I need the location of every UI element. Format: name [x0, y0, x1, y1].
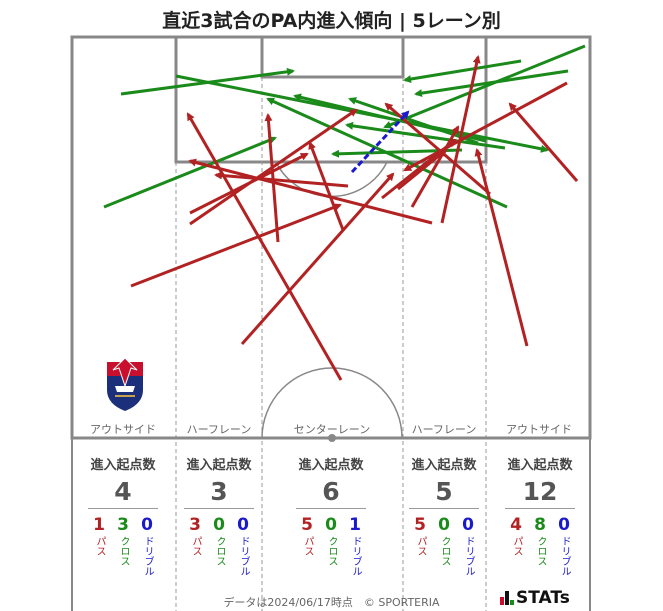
lane-breakdown: 4 パス 8 クロス 0 ドリブル — [485, 515, 595, 576]
pass-label: パス — [190, 536, 201, 556]
lane-stat-divider — [296, 508, 366, 509]
entry-arrows — [103, 44, 586, 381]
lane-stat-total: 4 — [114, 477, 132, 506]
pass-arrow — [186, 112, 343, 381]
dribble-count: 0 — [558, 515, 570, 535]
lane-stat-header: 進入起点数 — [186, 458, 252, 473]
center-circle — [261, 367, 403, 439]
pass-arrow — [188, 158, 433, 225]
dribble-label: ドリブル — [463, 536, 474, 576]
cross-label: クロス — [439, 536, 450, 566]
dribble-count: 1 — [349, 515, 361, 535]
pass-arrow — [308, 141, 345, 231]
pass-arrow — [130, 203, 342, 288]
lane-breakdown: 1 パス 3 クロス 0 ドリブル — [68, 515, 178, 576]
lane-stat-header: 進入起点数 — [411, 458, 477, 473]
lane-stat-total: 12 — [522, 477, 558, 506]
pass-label: パス — [94, 536, 105, 556]
dribble-label: ドリブル — [142, 536, 153, 576]
cross-label: クロス — [535, 536, 546, 566]
goal-area — [260, 35, 405, 79]
cross-arrow — [345, 121, 506, 150]
dribble-arrow — [350, 110, 410, 174]
pass-count: 5 — [301, 515, 313, 535]
pass-count: 1 — [93, 515, 105, 535]
cross-arrow — [293, 93, 487, 143]
cross-arrow — [348, 97, 479, 145]
cross-label: クロス — [326, 536, 337, 566]
cross-arrow — [403, 59, 522, 83]
cross-arrow — [383, 44, 586, 129]
lane-stat-total: 5 — [435, 477, 453, 506]
cross-arrow — [103, 136, 277, 209]
penalty-area — [174, 35, 488, 164]
pass-arrow — [474, 148, 529, 347]
stats-logo-icon — [500, 591, 514, 605]
lane-label-outside-left: アウトサイド — [90, 423, 156, 436]
lane-label-halflane-right: ハーフレーン — [411, 423, 477, 436]
cross-count: 0 — [325, 515, 337, 535]
pass-count: 4 — [510, 515, 522, 535]
penalty-arc — [275, 161, 388, 198]
lane-breakdown: 3 パス 0 クロス 0 ドリブル — [164, 515, 274, 576]
dribble-count: 0 — [237, 515, 249, 535]
page-title: 直近3試合のPA内進入傾向 | 5レーン別 — [162, 10, 501, 32]
lane-label-center: センターレーン — [293, 423, 371, 436]
cross-count: 0 — [213, 515, 225, 535]
pass-label: パス — [415, 536, 426, 556]
lane-stat-divider — [505, 508, 575, 509]
lane-stat-divider — [88, 508, 158, 509]
lane-stat-header: 進入起点数 — [298, 458, 364, 473]
dribble-label: ドリブル — [238, 536, 249, 576]
lane-stat-total: 3 — [210, 477, 228, 506]
pass-arrow — [403, 81, 568, 172]
pass-label: パス — [511, 536, 522, 556]
cross-arrow — [414, 69, 569, 98]
dribble-count: 0 — [462, 515, 474, 535]
pass-arrow — [214, 171, 349, 188]
club-crest-icon — [107, 357, 143, 411]
pass-arrow — [397, 148, 448, 191]
pass-arrow — [508, 102, 579, 182]
lane-stat-total: 6 — [322, 477, 340, 506]
dribble-label: ドリブル — [350, 536, 361, 576]
cross-count: 3 — [117, 515, 129, 535]
stats-logo-text: STATs — [516, 588, 570, 608]
footer-note: データは2024/06/17時点 © SPORTERIA — [223, 596, 440, 609]
pass-arrow — [240, 172, 395, 345]
lane-label-outside-right: アウトサイド — [506, 423, 572, 436]
cross-label: クロス — [214, 536, 225, 566]
lane-breakdown: 5 パス 0 クロス 1 ドリブル — [276, 515, 386, 576]
lane-stat-header: 進入起点数 — [90, 458, 156, 473]
cross-count: 0 — [438, 515, 450, 535]
lane-label-halflane-left: ハーフレーン — [186, 423, 252, 436]
pass-label: パス — [302, 536, 313, 556]
pitch-boundary — [70, 35, 592, 440]
lane-stat-divider — [409, 508, 479, 509]
pass-count: 3 — [189, 515, 201, 535]
lane-stat-header: 進入起点数 — [507, 458, 573, 473]
cross-count: 8 — [534, 515, 546, 535]
pass-count: 5 — [414, 515, 426, 535]
dribble-count: 0 — [141, 515, 153, 535]
lane-breakdown: 5 パス 0 クロス 0 ドリブル — [389, 515, 499, 576]
stats-logo: STATs — [500, 588, 570, 608]
lane-stat-divider — [184, 508, 254, 509]
dribble-label: ドリブル — [559, 536, 570, 576]
cross-label: クロス — [118, 536, 129, 566]
